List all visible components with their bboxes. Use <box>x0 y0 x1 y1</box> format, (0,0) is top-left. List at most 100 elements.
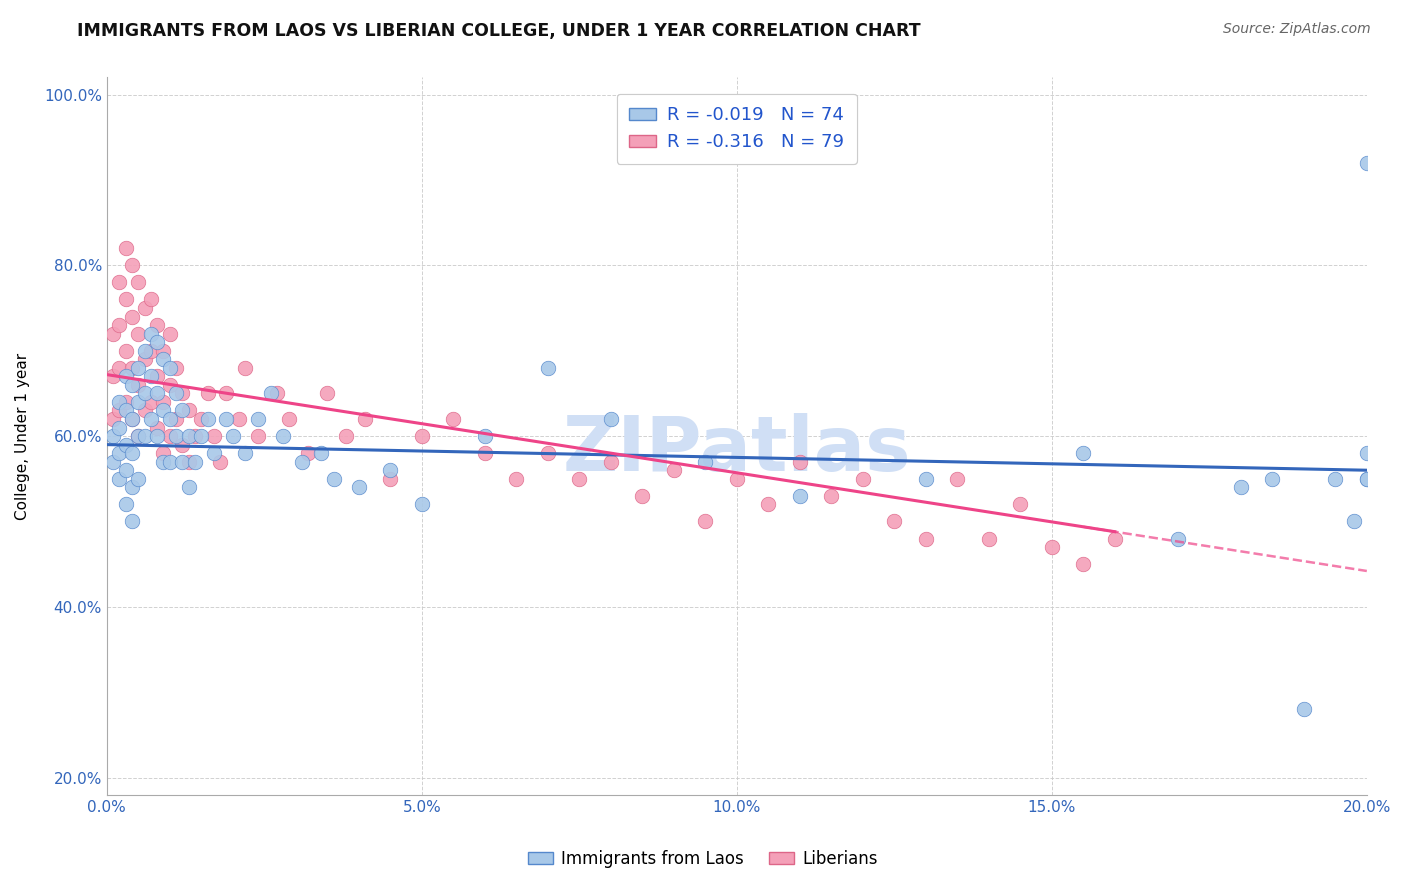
Point <box>108 403 131 417</box>
Point <box>114 369 136 384</box>
Point <box>127 377 149 392</box>
Point <box>537 446 560 460</box>
Point <box>820 489 842 503</box>
Point <box>1261 472 1284 486</box>
Text: ZIPatlas: ZIPatlas <box>562 413 911 487</box>
Point <box>165 386 187 401</box>
Point <box>946 472 969 486</box>
Point <box>101 326 124 341</box>
Point <box>789 455 811 469</box>
Point <box>121 480 143 494</box>
Point <box>411 429 433 443</box>
Point <box>380 472 402 486</box>
Point <box>121 377 143 392</box>
Point <box>537 360 560 375</box>
Point <box>152 403 174 417</box>
Point <box>172 437 194 451</box>
Point <box>177 403 200 417</box>
Point <box>114 241 136 255</box>
Point <box>146 420 169 434</box>
Point <box>202 446 225 460</box>
Point <box>172 455 194 469</box>
Point <box>121 258 143 272</box>
Point <box>1040 540 1063 554</box>
Point <box>146 335 169 350</box>
Point <box>159 412 181 426</box>
Point <box>190 412 212 426</box>
Point <box>127 395 149 409</box>
Point <box>177 480 200 494</box>
Point <box>259 386 281 401</box>
Point <box>121 446 143 460</box>
Point <box>127 429 149 443</box>
Point <box>121 310 143 324</box>
Point <box>209 455 232 469</box>
Point <box>139 326 162 341</box>
Point <box>114 395 136 409</box>
Point <box>235 360 257 375</box>
Point <box>159 455 181 469</box>
Point <box>190 429 212 443</box>
Point <box>1355 472 1378 486</box>
Y-axis label: College, Under 1 year: College, Under 1 year <box>15 352 30 520</box>
Point <box>121 515 143 529</box>
Point <box>316 386 339 401</box>
Point <box>1355 446 1378 460</box>
Point <box>474 429 496 443</box>
Point <box>441 412 464 426</box>
Point <box>215 386 238 401</box>
Point <box>177 429 200 443</box>
Point <box>246 412 269 426</box>
Point <box>347 480 370 494</box>
Point <box>266 386 288 401</box>
Point <box>354 412 377 426</box>
Point <box>134 429 156 443</box>
Point <box>134 386 156 401</box>
Point <box>101 369 124 384</box>
Point <box>139 395 162 409</box>
Point <box>139 343 162 358</box>
Point <box>114 437 136 451</box>
Point <box>278 412 301 426</box>
Point <box>134 352 156 367</box>
Point <box>1324 472 1347 486</box>
Point <box>789 489 811 503</box>
Point <box>172 386 194 401</box>
Point <box>127 472 149 486</box>
Point <box>1104 532 1126 546</box>
Point <box>1355 156 1378 170</box>
Point <box>291 455 314 469</box>
Point <box>222 429 245 443</box>
Point <box>165 360 187 375</box>
Point <box>127 276 149 290</box>
Point <box>165 429 187 443</box>
Point <box>108 276 131 290</box>
Point <box>159 326 181 341</box>
Point <box>152 352 174 367</box>
Point <box>297 446 319 460</box>
Point <box>411 497 433 511</box>
Point <box>1010 497 1032 511</box>
Point <box>139 412 162 426</box>
Point <box>322 472 344 486</box>
Point <box>134 301 156 315</box>
Point <box>114 497 136 511</box>
Point <box>335 429 357 443</box>
Point <box>159 377 181 392</box>
Point <box>599 412 621 426</box>
Point <box>114 293 136 307</box>
Point <box>505 472 527 486</box>
Point <box>152 455 174 469</box>
Legend: Immigrants from Laos, Liberians: Immigrants from Laos, Liberians <box>522 844 884 875</box>
Point <box>146 369 169 384</box>
Point <box>108 472 131 486</box>
Text: IMMIGRANTS FROM LAOS VS LIBERIAN COLLEGE, UNDER 1 YEAR CORRELATION CHART: IMMIGRANTS FROM LAOS VS LIBERIAN COLLEGE… <box>77 22 921 40</box>
Point <box>215 412 238 426</box>
Point <box>725 472 748 486</box>
Point <box>101 412 124 426</box>
Point <box>1355 472 1378 486</box>
Point <box>134 343 156 358</box>
Point <box>599 455 621 469</box>
Point <box>108 360 131 375</box>
Point <box>271 429 294 443</box>
